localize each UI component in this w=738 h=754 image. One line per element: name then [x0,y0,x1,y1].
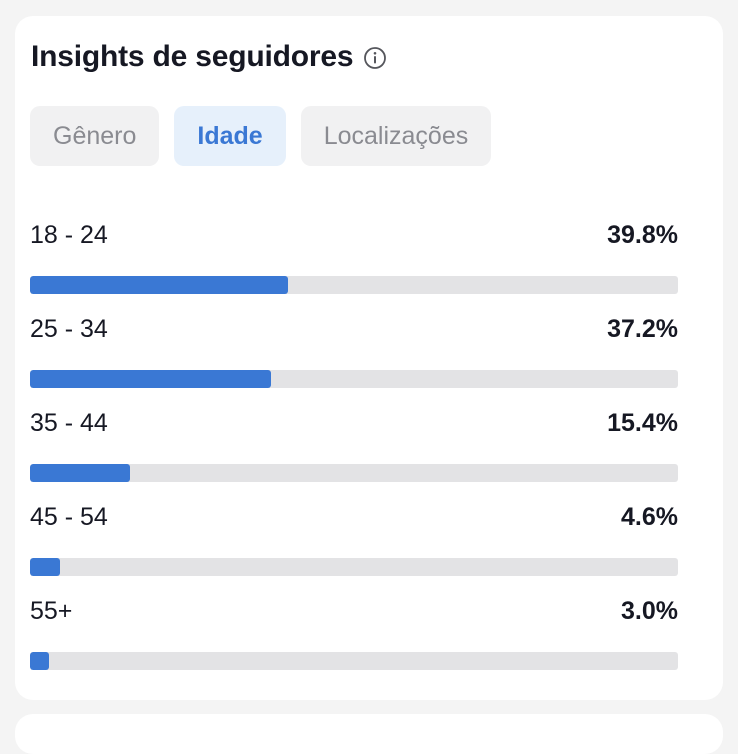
progress-fill [30,464,130,482]
age-distribution-list: 18 - 24 39.8% 25 - 34 37.2% 35 - 44 15.4… [30,218,678,688]
info-circle-icon[interactable] [363,46,387,70]
progress-track [30,464,678,482]
progress-fill [30,652,50,670]
progress-fill [30,276,288,294]
card-title: Insights de seguidores [31,40,354,73]
age-row: 45 - 54 4.6% [30,500,678,594]
age-percentage: 37.2% [607,314,678,343]
age-range-label: 45 - 54 [30,502,108,531]
age-row: 35 - 44 15.4% [30,406,678,500]
progress-track [30,652,678,670]
tab-locations-label: Localizações [323,121,469,150]
age-row: 18 - 24 39.8% [30,218,678,312]
age-range-label: 55+ [30,596,73,625]
age-percentage: 3.0% [621,596,678,625]
progress-fill [30,558,60,576]
tab-locations[interactable]: Localizações [300,106,492,166]
tab-gender-label: Gênero [53,121,137,150]
next-card [15,714,723,754]
age-range-label: 35 - 44 [30,408,108,437]
age-row: 55+ 3.0% [30,594,678,688]
age-percentage: 15.4% [607,408,678,437]
progress-track [30,558,678,576]
progress-track [30,370,678,388]
progress-fill [30,370,272,388]
progress-track [30,276,678,294]
age-percentage: 4.6% [621,502,678,531]
age-range-label: 18 - 24 [30,220,108,249]
tab-age[interactable]: Idade [174,106,286,166]
age-range-label: 25 - 34 [30,314,108,343]
tab-age-label: Idade [197,121,263,150]
age-row: 25 - 34 37.2% [30,312,678,406]
card-header: Insights de seguidores [31,40,387,74]
tab-gender[interactable]: Gênero [30,106,160,166]
tab-bar: Gênero Idade Localizações [30,106,492,166]
age-percentage: 39.8% [607,220,678,249]
